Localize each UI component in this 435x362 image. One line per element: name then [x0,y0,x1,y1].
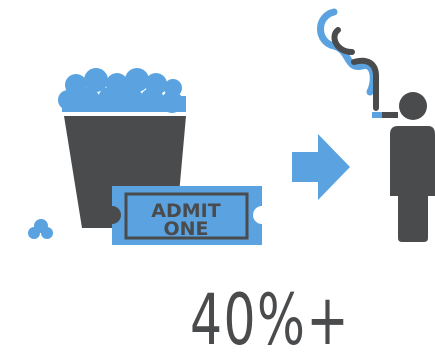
ticket-line-1: ADMIT [151,200,220,222]
admit-one-ticket-icon: ADMIT ONE [112,186,262,245]
arrow-right-icon [292,134,350,200]
ticket-line-2: ONE [163,218,208,240]
statistic-value: 40%+ [189,279,351,361]
smoking-person-icon [317,8,435,242]
